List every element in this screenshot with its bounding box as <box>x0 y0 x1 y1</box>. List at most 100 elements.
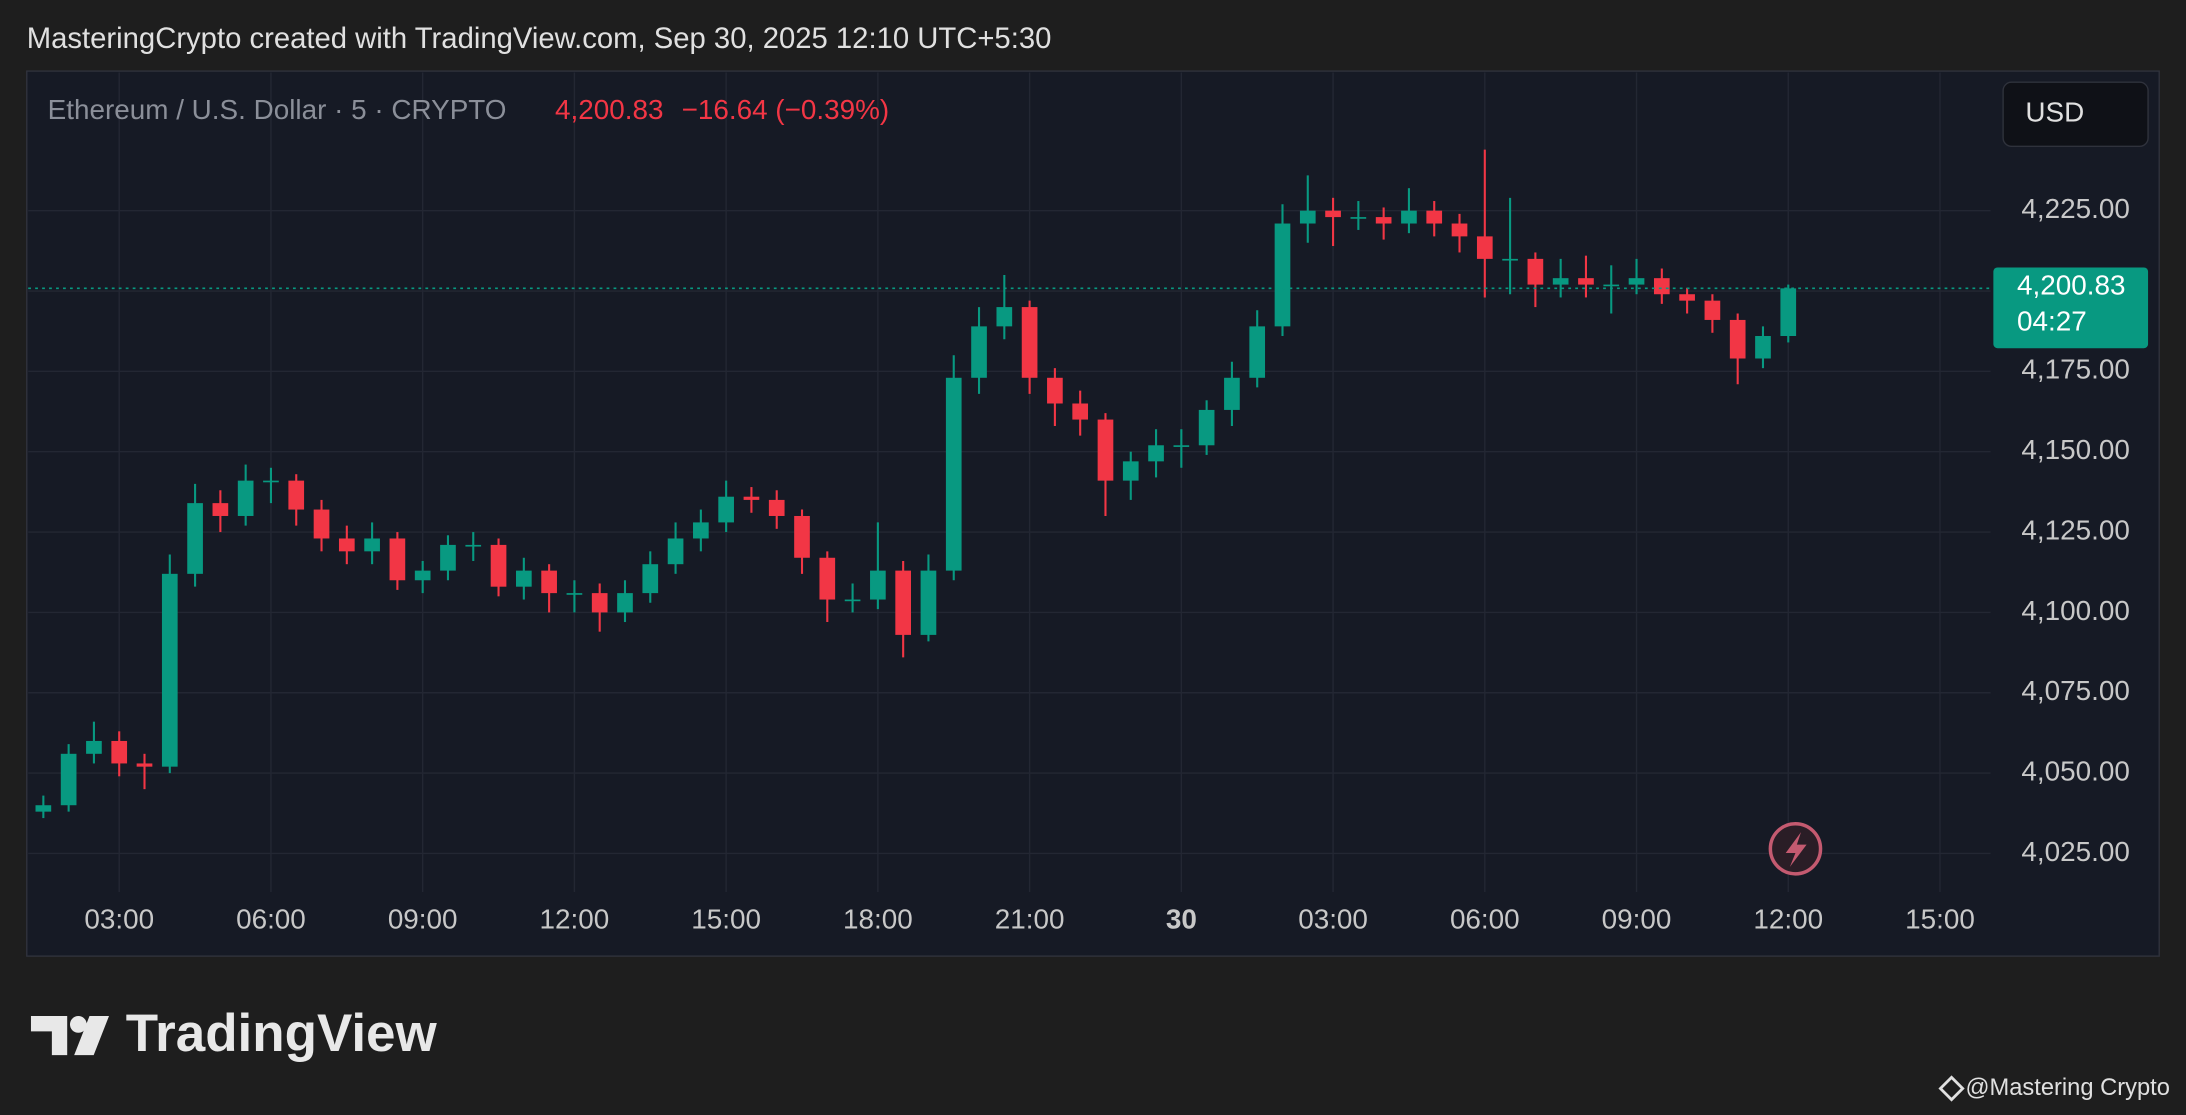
x-tick-label: 21:00 <box>995 904 1065 935</box>
x-tick-label: 09:00 <box>388 904 458 935</box>
candle-body <box>1451 223 1468 237</box>
candle-body <box>414 570 431 581</box>
candle-body <box>1173 445 1190 447</box>
candle-body <box>1527 258 1544 285</box>
symbol: Ethereum / U.S. Dollar · 5 · CRYPTO <box>48 94 507 125</box>
candle-body <box>743 496 760 500</box>
last-price-label: 4,200.83 <box>2017 269 2125 300</box>
candle-body <box>237 480 254 516</box>
y-tick-label: 4,025.00 <box>2021 836 2129 867</box>
candle-body <box>844 599 861 602</box>
candle-body <box>490 544 507 587</box>
candle-body <box>1603 284 1620 287</box>
x-tick-label: 09:00 <box>1602 904 1672 935</box>
candle-body <box>945 377 962 571</box>
candle-body <box>1578 278 1594 285</box>
candle-body <box>1097 419 1114 481</box>
candle-body <box>288 480 305 510</box>
candle-body <box>718 496 734 523</box>
candle-body <box>515 570 532 587</box>
brand: TradingView <box>126 1004 438 1063</box>
y-tick-label: 4,150.00 <box>2021 434 2129 465</box>
candle-body <box>1148 445 1164 462</box>
candle-body <box>212 503 229 516</box>
x-tick-label: 30 <box>1166 904 1197 935</box>
candle-body <box>35 805 52 812</box>
x-tick-label: 15:00 <box>1905 904 1975 935</box>
candle-body <box>1426 210 1443 224</box>
candle-body <box>86 740 102 754</box>
candle-body <box>440 544 456 571</box>
x-tick-label: 18:00 <box>843 904 913 935</box>
candle-body <box>1122 461 1139 481</box>
candle-body <box>895 570 912 635</box>
candle-body <box>1552 278 1569 285</box>
candle-body <box>768 499 785 516</box>
candle-body <box>465 544 482 547</box>
countdown: 04:27 <box>2017 306 2087 337</box>
candle-body <box>111 740 128 764</box>
candle-body <box>996 307 1013 327</box>
candle-body <box>541 570 557 594</box>
candle-body <box>187 503 203 574</box>
candle-body <box>870 570 886 600</box>
candle-body <box>1249 326 1266 378</box>
candle-body <box>1679 294 1695 301</box>
candle-body <box>617 593 633 613</box>
candle-body <box>1325 210 1341 218</box>
currency[interactable]: USD <box>2025 97 2084 128</box>
candle-body <box>971 326 987 378</box>
y-tick-label: 4,125.00 <box>2021 514 2129 545</box>
candle-body <box>1274 223 1291 327</box>
candle-body <box>566 593 583 595</box>
candle-body <box>1401 210 1417 224</box>
watermark-icon <box>1938 1075 1965 1102</box>
candle-body <box>263 480 279 483</box>
candle-body <box>1476 236 1493 259</box>
x-tick-label: 12:00 <box>1753 904 1823 935</box>
candle-body <box>1072 403 1089 420</box>
last-price-badge <box>1993 267 2149 349</box>
credit: MasteringCrypto created with TradingView… <box>27 23 1052 55</box>
candle-body <box>1755 336 1771 359</box>
candle-body <box>1729 319 1746 359</box>
candle-body <box>1198 409 1215 446</box>
y-tick-label: 4,075.00 <box>2021 675 2129 706</box>
x-tick-label: 12:00 <box>540 904 610 935</box>
candle-body <box>136 763 153 767</box>
plot-area: 03:00 06:00 09:00 12:00 15:00 18:00 21:00 30 03:… <box>28 72 2149 935</box>
candle-body <box>1653 278 1670 295</box>
candle-body <box>161 573 178 767</box>
candle-body <box>364 538 380 552</box>
candle-body <box>1704 300 1721 320</box>
x-tick-label: 03:00 <box>1298 904 1368 935</box>
candle-body <box>1299 210 1316 224</box>
candle-body <box>1021 307 1038 378</box>
header-price: 4,200.83 <box>555 94 663 125</box>
chart-panel <box>26 70 2160 957</box>
candle-body <box>313 509 330 539</box>
price-change: −16.64 (−0.39%) <box>682 94 890 125</box>
y-tick-label: 4,100.00 <box>2021 595 2129 626</box>
y-tick-label: 4,175.00 <box>2021 354 2129 385</box>
lightning-icon <box>1768 821 1823 876</box>
x-tick-label: 15:00 <box>691 904 761 935</box>
candle-body <box>338 538 355 552</box>
x-tick-label: 06:00 <box>236 904 306 935</box>
candle-body <box>819 557 836 600</box>
y-tick-label: 4,225.00 <box>2021 193 2129 224</box>
candle-body <box>1350 217 1367 219</box>
currency-button[interactable] <box>2002 81 2149 148</box>
watermark: @Mastering Crypto <box>1965 1075 2169 1101</box>
y-tick-label: 4,050.00 <box>2021 755 2129 786</box>
candle-body <box>1224 377 1240 410</box>
candle-body <box>389 538 406 581</box>
candle-body <box>1047 377 1063 404</box>
candle-body <box>667 538 684 565</box>
candle-body <box>1780 288 1797 337</box>
candle-body <box>794 515 810 558</box>
candle-body <box>642 564 659 594</box>
candle-body <box>1502 258 1518 261</box>
x-tick-label: 03:00 <box>84 904 154 935</box>
